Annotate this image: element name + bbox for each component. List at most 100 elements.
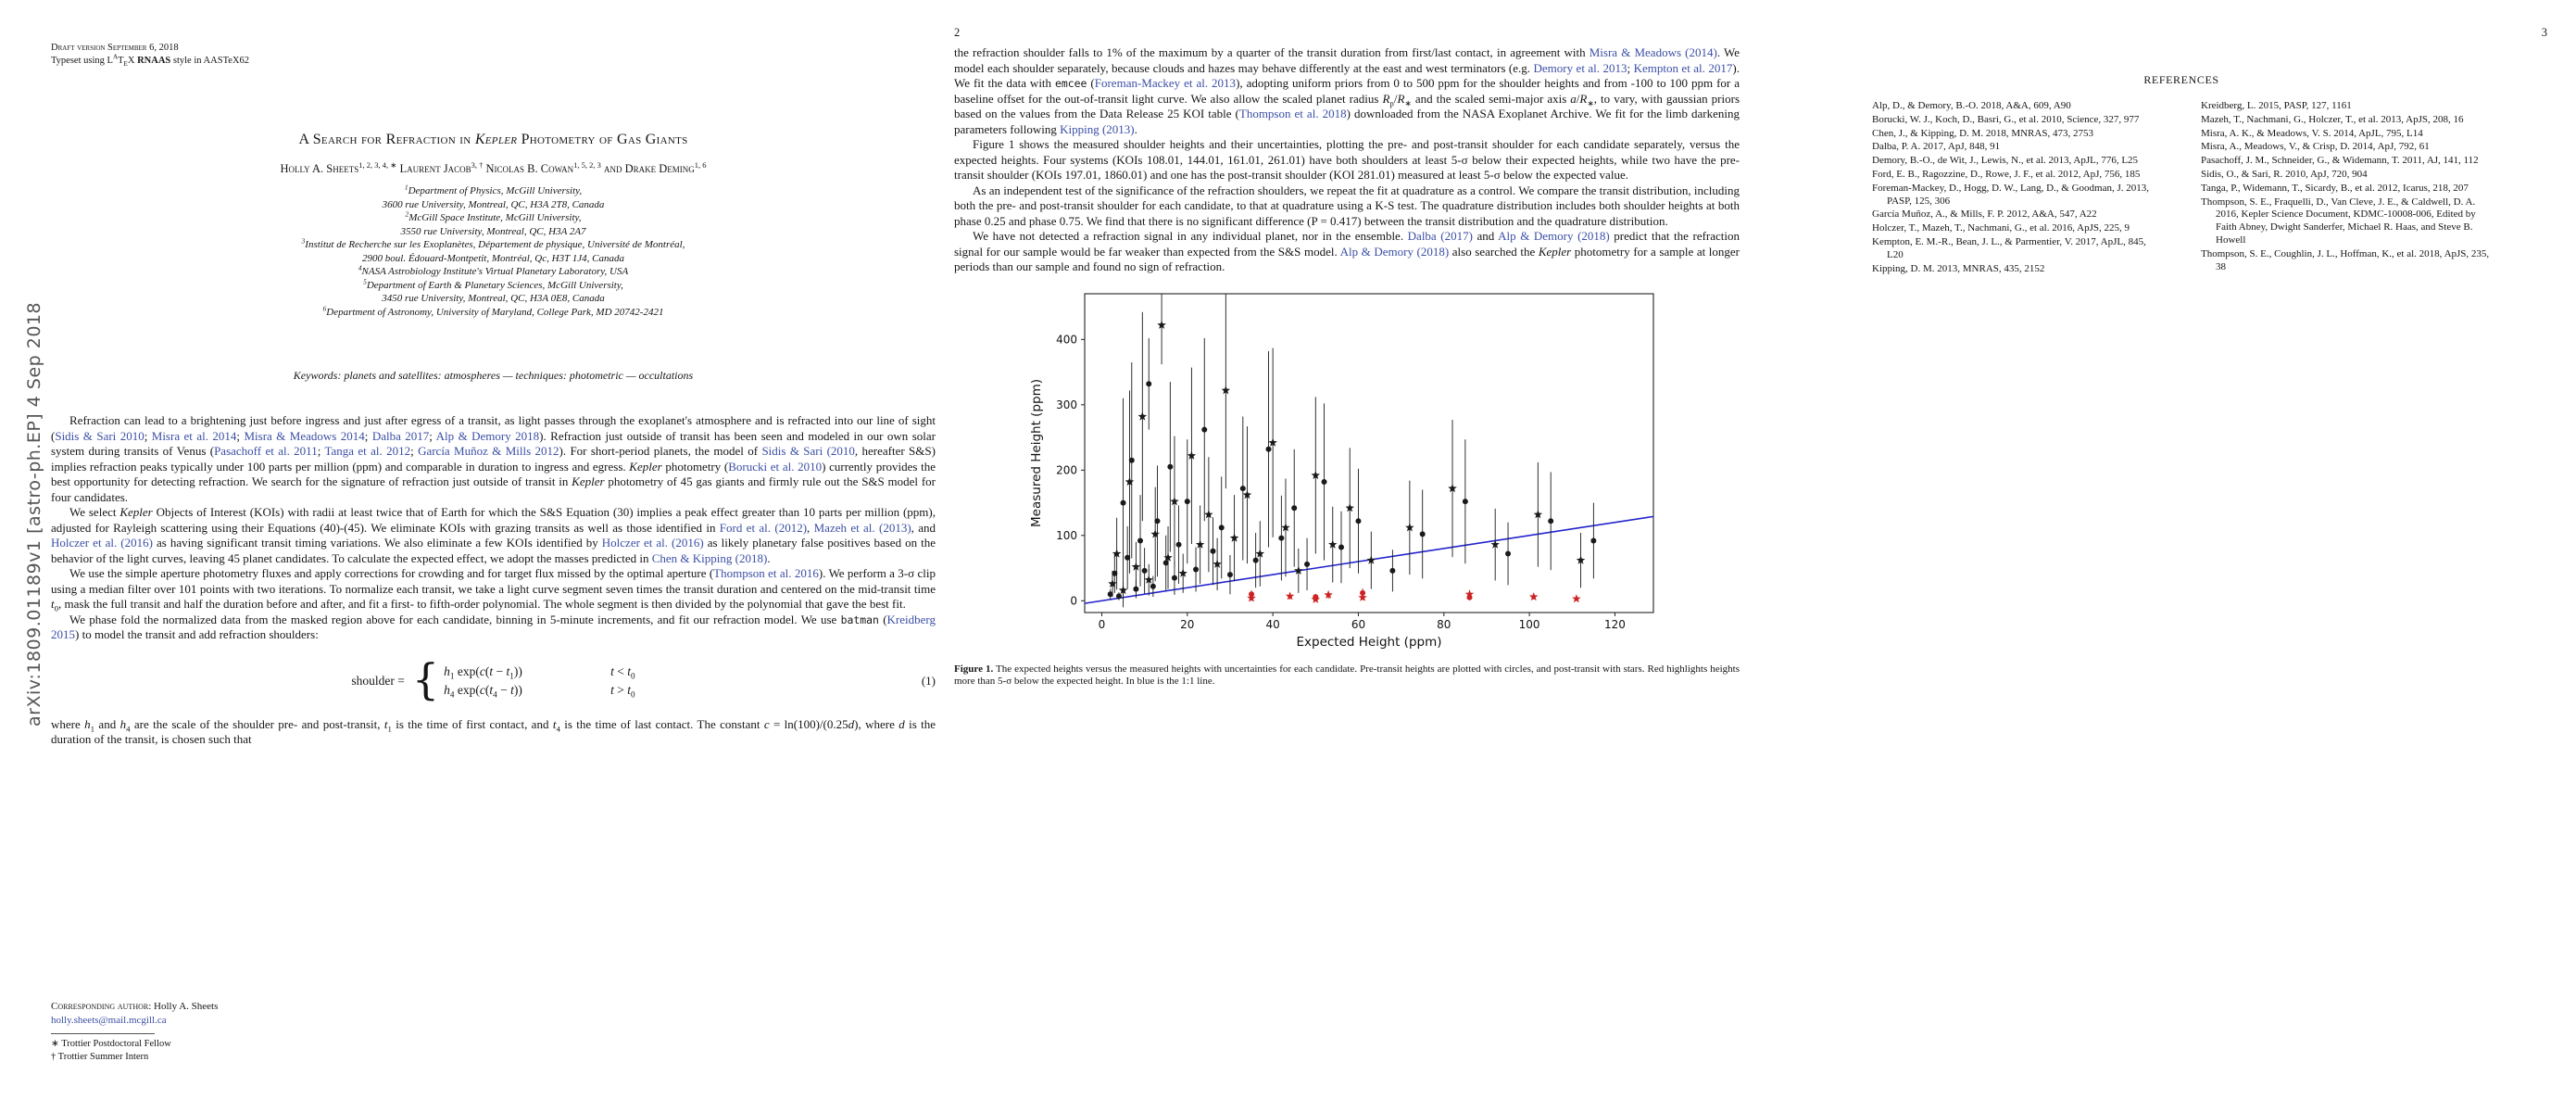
citation-link[interactable]: Mazeh et al. (2013)	[813, 520, 911, 535]
equation-case2-condition: t > t0	[610, 682, 635, 700]
citation-link[interactable]: Dalba (2017)	[1407, 229, 1473, 243]
reference-entry: Mazeh, T., Nachmani, G., Holczer, T., et…	[2201, 113, 2464, 125]
arxiv-stamp: arXiv:1809.01189v1 [astro-ph.EP] 4 Sep 2…	[24, 301, 44, 727]
text-span: ∗	[1587, 98, 1594, 108]
svg-text:300: 300	[1056, 398, 1077, 411]
citation-link[interactable]: Tanga et al. 2012	[324, 444, 411, 458]
svg-text:60: 60	[1351, 618, 1365, 631]
equation-lhs: shoulder =	[351, 673, 405, 688]
text-span: t	[489, 663, 494, 678]
svg-text:80: 80	[1437, 618, 1451, 631]
citation-link[interactable]: Holczer et al. (2016)	[601, 536, 704, 550]
text-span: 1	[90, 724, 95, 734]
text-span: c	[763, 716, 770, 731]
citation-link[interactable]: Foreman-Mackey et al. 2013	[1094, 76, 1237, 90]
text-span: RNAAS	[137, 55, 171, 66]
reference-entry: Sidis, O., & Sari, R. 2010, ApJ, 720, 90…	[2201, 168, 2368, 180]
text-span: 1, 6	[694, 159, 707, 170]
affiliation-line: 3600 rue University, Montreal, QC, H3A 2…	[382, 198, 605, 210]
citation-link[interactable]: Misra & Meadows (2014)	[1589, 45, 1717, 59]
text-span: 1, 2, 3, 4, ∗	[358, 159, 397, 170]
footnote-rule	[51, 1033, 155, 1034]
text-span: h	[444, 682, 450, 697]
text-span: Drake Deming	[624, 162, 695, 175]
text-span: c	[479, 682, 485, 697]
citation-link[interactable]: Chen & Kipping (2018)	[651, 550, 768, 565]
citation-link[interactable]: Holczer et al. (2016)	[51, 536, 153, 550]
references-column-1: Alp, D., & Demory, B.-O. 2018, A&A, 609,…	[1872, 100, 2162, 276]
citation-link[interactable]: García Muñoz & Mills 2012	[418, 444, 559, 458]
affiliation-list: 1Department of Physics, McGill Universit…	[51, 183, 936, 319]
citation-link[interactable]: Dalba 2017	[371, 428, 430, 443]
text-span: p	[1389, 98, 1394, 108]
footnote: ∗ Trottier Postdoctoral Fellow	[51, 1039, 171, 1049]
text-span: Kepler	[629, 459, 662, 474]
citation-link[interactable]: Sidis & Sari 2010	[55, 428, 145, 443]
page-title: A Search for Refraction in Kepler Photom…	[298, 132, 688, 147]
text-span: h	[119, 716, 127, 731]
email-link[interactable]: holly.sheets@mail.mcgill.ca	[51, 1014, 167, 1026]
reference-entry: Chen, J., & Kipping, D. M. 2018, MNRAS, …	[1872, 127, 2093, 139]
affiliation-line: 5Department of Earth & Planetary Science…	[363, 276, 623, 291]
equation-brace: {	[411, 653, 440, 704]
citation-link[interactable]: Alp & Demory 2018	[435, 428, 540, 443]
citation-link[interactable]: Kipping (2013)	[1060, 121, 1135, 136]
reference-entry: Alp, D., & Demory, B.-O. 2018, A&A, 609,…	[1872, 100, 2071, 111]
affiliation-line: 3Institut de Recherche sur les Exoplanèt…	[301, 236, 685, 250]
text-span: 4	[358, 263, 362, 272]
citation-link[interactable]: Misra & Meadows 2014	[244, 428, 365, 443]
page2-body: the refraction shoulder falls to 1% of t…	[954, 45, 1740, 275]
typeset-line: Typeset using LATEX RNAAS style in AASTe…	[51, 53, 249, 68]
text-span: t	[627, 663, 632, 678]
text-span: t	[627, 682, 632, 697]
citation-link[interactable]: Kreidberg 2015	[51, 612, 936, 642]
affiliation-line: 6Department of Astronomy, University of …	[322, 303, 664, 318]
footnote-list: ∗ Trottier Postdoctoral Fellow † Trottier…	[51, 1038, 449, 1063]
text-span: Kepler	[119, 505, 153, 519]
text-span: t	[51, 597, 55, 611]
citation-link[interactable]: Sidis & Sari (2010	[761, 444, 855, 458]
text-span: ∗	[1404, 98, 1412, 108]
svg-text:400: 400	[1056, 333, 1077, 346]
text-span: Kepler	[572, 474, 605, 488]
scatter-plot-svg: 0 20 40 60 80 100 120 0 100 200 300 400 Expected Hei…	[1029, 292, 1654, 650]
text-span: emcee	[1055, 77, 1087, 90]
citation-link[interactable]: Thompson et al. 2018	[1238, 107, 1347, 120]
text-span: 5	[363, 276, 367, 285]
citation-link[interactable]: Misra et al. 2014	[151, 428, 237, 443]
text-span: A	[112, 53, 119, 60]
text-span: h	[444, 663, 450, 678]
text-span: 2	[405, 209, 409, 219]
paragraph: We select Kepler Objects of Interest (KO…	[51, 505, 936, 565]
citation-link[interactable]: Kempton et al. 2017	[1633, 60, 1733, 75]
text-span: 1, 5, 2, 3	[573, 159, 601, 170]
citation-link[interactable]: Ford et al. (2012)	[719, 520, 808, 535]
paragraph: We have not detected a refraction signal…	[954, 229, 1740, 273]
reference-entry: Dalba, P. A. 2017, ApJ, 848, 91	[1872, 141, 2001, 153]
citation-link[interactable]: Thompson et al. 2016	[713, 566, 819, 580]
figure-1: 0 20 40 60 80 100 120 0 100 200 300 400 Expected Hei…	[954, 284, 1740, 689]
text-span: 3, †	[471, 159, 484, 170]
text-span: t	[383, 716, 388, 731]
text-span: d	[848, 716, 855, 731]
citation-link[interactable]: Pasachoff et al. 2011	[214, 444, 318, 458]
page-3: 3 REFERENCES Alp, D., & Demory, B.-O. 20…	[1816, 26, 2547, 276]
equation-case2-expression: h4 exp(c(t4 − t))	[444, 682, 522, 700]
svg-text:Measured Height (ppm): Measured Height (ppm)	[1029, 379, 1044, 527]
text-span: d	[898, 716, 905, 731]
text-span: 0	[631, 671, 635, 681]
reference-entry: Ford, E. B., Ragozzine, D., Rowe, J. F.,…	[1872, 168, 2141, 180]
text-span: 0	[54, 603, 59, 613]
citation-link[interactable]: Alp & Demory (2018)	[1339, 244, 1450, 259]
equation-case1-condition: t < t0	[610, 663, 635, 681]
citation-link[interactable]: Demory et al. 2013	[1533, 60, 1627, 75]
reference-entry: Foreman-Mackey, D., Hogg, D. W., Lang, D…	[1872, 182, 2149, 207]
citation-link[interactable]: Borucki et al. 2010	[728, 459, 823, 474]
text-span: t	[610, 663, 614, 678]
citation-link[interactable]: Alp & Demory (2018)	[1498, 229, 1610, 243]
text-span: Corresponding author:	[51, 1001, 155, 1012]
svg-text:20: 20	[1180, 618, 1194, 631]
text-span: t	[506, 663, 510, 678]
reference-entry: Thompson, S. E., Coughlin, J. L., Hoffma…	[2201, 247, 2490, 272]
equation-case1-expression: h1 exp(c(t − t1))	[444, 663, 522, 681]
